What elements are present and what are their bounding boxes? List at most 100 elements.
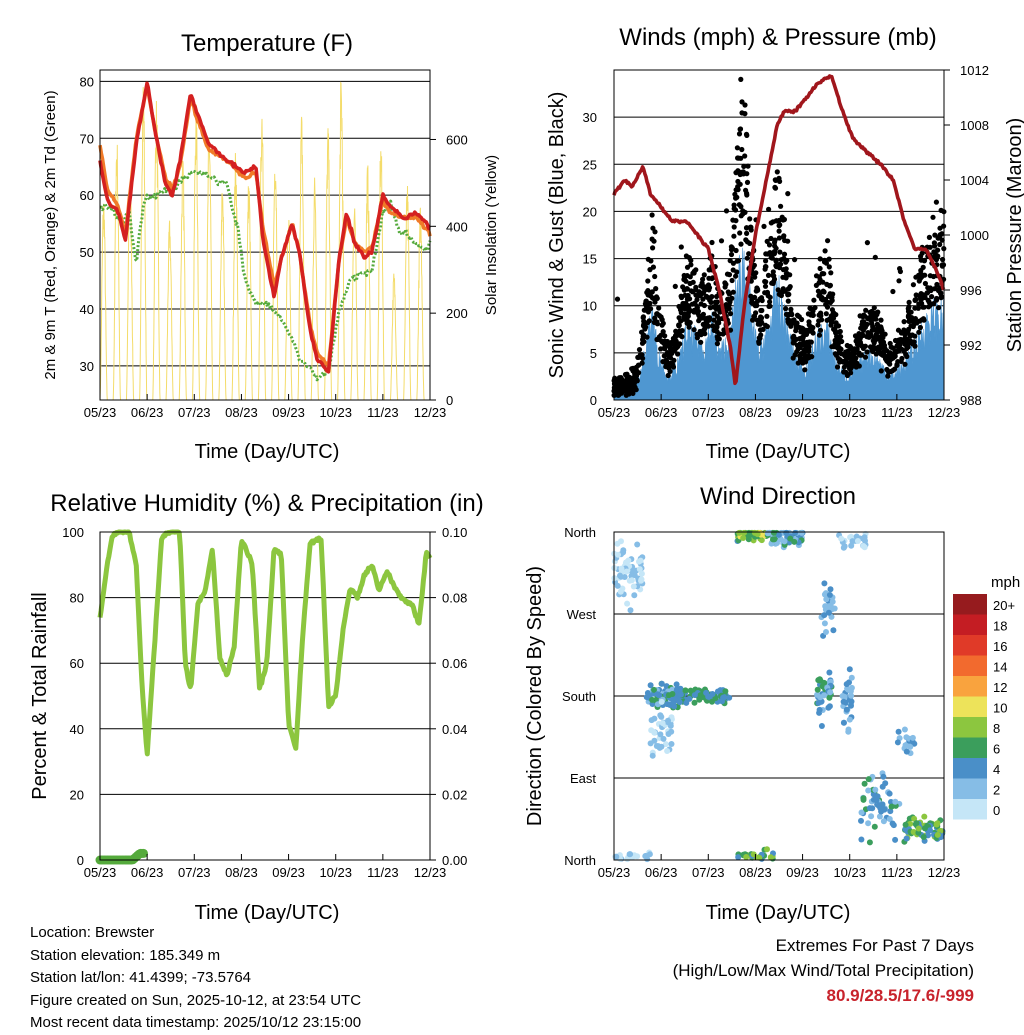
gust-point (936, 305, 942, 311)
gust-point (899, 346, 905, 352)
gust-point (786, 291, 792, 297)
gust-point (875, 309, 881, 315)
pressure-ytick-label: 1012 (960, 63, 989, 78)
gust-point (822, 248, 828, 254)
gust-point (755, 287, 761, 293)
direction-point (740, 535, 747, 541)
winds-ytick-label: 5 (590, 346, 597, 361)
gust-point (780, 274, 786, 280)
gust-point (852, 333, 859, 339)
gust-point (785, 191, 791, 197)
gust-point (676, 322, 682, 328)
gust-point (643, 299, 649, 305)
gust-point (771, 249, 777, 255)
winds-xtick-label: 08/23 (739, 405, 772, 420)
direction-point (682, 687, 689, 694)
gust-point (906, 299, 912, 305)
humidity-xtick-label: 07/23 (178, 865, 211, 880)
gust-point (785, 298, 791, 304)
direction-point (903, 835, 910, 842)
direction-point (770, 529, 777, 536)
gust-point (672, 283, 678, 289)
gust-point (739, 99, 745, 105)
gust-point (718, 238, 725, 244)
legend-swatch (953, 635, 987, 656)
direction-point (649, 752, 656, 759)
humidity-xtick-label: 10/23 (319, 865, 352, 880)
temperature-xtick-label: 07/23 (178, 405, 211, 420)
gust-point (741, 163, 747, 169)
gust-point (882, 356, 889, 362)
gust-point (921, 317, 927, 323)
legend-swatch (953, 594, 987, 615)
direction-point (722, 688, 729, 695)
gust-point (635, 362, 642, 368)
gust-point (688, 257, 694, 264)
gust-point (829, 294, 835, 301)
extremes-heading: Extremes For Past 7 Days (775, 936, 974, 955)
gust-point (863, 307, 869, 313)
gust-point (767, 299, 773, 305)
gust-point (826, 264, 832, 270)
gust-point (702, 287, 708, 293)
wind-direction-ylabel: Direction (Colored By Speed) (524, 566, 546, 826)
direction-point (838, 535, 845, 542)
gust-point (817, 256, 823, 262)
solar-ytick-label: 200 (446, 306, 468, 321)
gust-point (743, 187, 749, 193)
gust-point (714, 299, 720, 305)
direction-point (913, 820, 920, 827)
legend-label: 18 (993, 619, 1007, 634)
gust-point (640, 339, 646, 345)
gust-point (714, 324, 720, 330)
direction-point (826, 592, 833, 598)
gust-point (714, 341, 721, 347)
gust-point (678, 244, 684, 250)
direction-point (770, 536, 776, 543)
gust-point (662, 346, 668, 352)
direction-point (676, 699, 683, 706)
gust-point (878, 343, 884, 349)
direction-point (775, 531, 782, 538)
direction-point (627, 607, 634, 614)
gust-point (919, 296, 925, 302)
winds-xlabel: Time (Day/UTC) (706, 441, 851, 463)
rain-ytick-label: 0.10 (442, 525, 467, 540)
gust-point (747, 240, 753, 246)
rain-ytick-label: 0.06 (442, 656, 467, 671)
gust-point (720, 331, 726, 337)
gust-point (632, 387, 638, 393)
speed-legend: mph 20+ 18 16 14 12 10 8 6 4 2 0 (953, 574, 1020, 820)
humidity-ytick-label: 60 (70, 656, 84, 671)
gust-point (737, 230, 743, 236)
direction-point (638, 570, 645, 577)
gust-point (816, 318, 822, 324)
direction-point (767, 854, 774, 861)
direction-point (658, 743, 665, 750)
gust-point (733, 187, 739, 193)
direction-point (623, 568, 630, 575)
gust-point (925, 297, 931, 303)
winds-title: Winds (mph) & Pressure (mb) (619, 24, 936, 51)
gust-point (813, 273, 820, 279)
solar-insolation-curve (178, 160, 187, 401)
gust-point (704, 321, 710, 327)
direction-point (843, 706, 850, 713)
gust-point (823, 311, 829, 317)
gust-point (784, 257, 790, 264)
gust-point (766, 206, 772, 212)
gust-point (744, 171, 750, 177)
gust-point (786, 285, 793, 291)
direction-point (840, 719, 847, 726)
gust-point (867, 309, 873, 315)
legend-label: 6 (993, 742, 1000, 757)
gust-point (781, 233, 787, 239)
gust-point (878, 368, 884, 374)
gust-point (731, 224, 737, 230)
direction-point (895, 728, 902, 735)
humidity-xlabel: Time (Day/UTC) (195, 902, 340, 924)
gust-point (875, 350, 881, 356)
gust-point (818, 310, 824, 316)
direction-point (845, 728, 852, 735)
